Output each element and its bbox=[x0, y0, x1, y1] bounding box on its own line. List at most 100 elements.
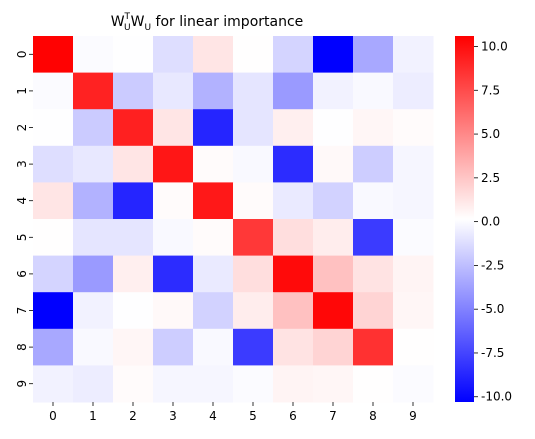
x-tick-label: 7 bbox=[329, 409, 337, 423]
heatmap-cell bbox=[273, 109, 314, 147]
heatmap-cell bbox=[33, 109, 74, 147]
heatmap-cell bbox=[273, 145, 314, 183]
heatmap-cell bbox=[233, 219, 274, 257]
heatmap-cell bbox=[33, 255, 74, 293]
colorbar-tick-label: -5.0 bbox=[481, 302, 504, 316]
heatmap-cell bbox=[113, 109, 154, 147]
heatmap-cell bbox=[273, 219, 314, 257]
x-axis: 0 1 2 3 4 5 6 7 8 9 bbox=[49, 402, 417, 423]
heatmap-cell bbox=[353, 255, 394, 293]
heatmap-cell bbox=[33, 36, 74, 74]
heatmap-cell bbox=[193, 328, 234, 366]
heatmap-cell bbox=[73, 72, 114, 110]
x-tick-label: 9 bbox=[409, 409, 417, 423]
heatmap-cell bbox=[153, 36, 194, 74]
heatmap-cell bbox=[33, 72, 74, 110]
heatmap-cell bbox=[73, 36, 114, 74]
heatmap-cell bbox=[393, 219, 434, 257]
heatmap-cell bbox=[73, 109, 114, 147]
x-tick-label: 1 bbox=[89, 409, 97, 423]
y-tick-label: 6 bbox=[15, 270, 29, 278]
heatmap-cell bbox=[313, 109, 354, 147]
heatmap-cell bbox=[273, 328, 314, 366]
heatmap-cell bbox=[153, 292, 194, 330]
heatmap-cell bbox=[193, 182, 234, 220]
heatmap-cell bbox=[313, 328, 354, 366]
y-tick-label: 8 bbox=[15, 343, 29, 351]
heatmap-cell bbox=[233, 255, 274, 293]
heatmap-cell bbox=[153, 145, 194, 183]
x-tick-label: 2 bbox=[129, 409, 137, 423]
heatmap-cell bbox=[33, 292, 74, 330]
heatmap-cell bbox=[353, 36, 394, 74]
heatmap-cell bbox=[273, 292, 314, 330]
heatmap-cell bbox=[353, 182, 394, 220]
heatmap-cell bbox=[313, 145, 354, 183]
heatmap-cell bbox=[73, 219, 114, 257]
heatmap-cell bbox=[393, 365, 434, 403]
heatmap-cell bbox=[73, 182, 114, 220]
heatmap-cell bbox=[113, 219, 154, 257]
heatmap-cell bbox=[113, 72, 154, 110]
x-tick-label: 0 bbox=[49, 409, 57, 423]
heatmap-cell bbox=[193, 36, 234, 74]
heatmap-cell bbox=[313, 182, 354, 220]
heatmap-cell bbox=[233, 292, 274, 330]
colorbar-axis: 10.0 7.5 5.0 2.5 0.0 -2.5 -5.0 -7.5 -10.0 bbox=[474, 40, 512, 404]
colorbar-tick-label: 2.5 bbox=[481, 171, 500, 185]
y-tick-label: 4 bbox=[15, 197, 29, 205]
heatmap-cell bbox=[393, 109, 434, 147]
heatmap-cell bbox=[193, 145, 234, 183]
colorbar-tick-label: 10.0 bbox=[481, 40, 508, 54]
heatmap-cell bbox=[113, 328, 154, 366]
chart-title: WT UWU for linear importance bbox=[111, 12, 304, 33]
heatmap-cell bbox=[233, 182, 274, 220]
heatmap-cell bbox=[393, 72, 434, 110]
heatmap-cell bbox=[113, 292, 154, 330]
colorbar-tick-label: 7.5 bbox=[481, 83, 500, 97]
heatmap-cell bbox=[33, 219, 74, 257]
heatmap-cell bbox=[313, 219, 354, 257]
heatmap-cell bbox=[153, 72, 194, 110]
heatmap-cell bbox=[193, 219, 234, 257]
heatmap-cell bbox=[393, 255, 434, 293]
heatmap-cell bbox=[193, 292, 234, 330]
heatmap-cell bbox=[233, 109, 274, 147]
heatmap-cell bbox=[313, 72, 354, 110]
x-tick-label: 3 bbox=[169, 409, 177, 423]
y-tick-label: 1 bbox=[15, 87, 29, 95]
heatmap-cell bbox=[233, 145, 274, 183]
heatmap-cell bbox=[313, 36, 354, 74]
x-tick-label: 8 bbox=[369, 409, 377, 423]
y-tick-label: 0 bbox=[15, 50, 29, 58]
heatmap-cell bbox=[353, 109, 394, 147]
heatmap-cell bbox=[33, 182, 74, 220]
y-tick-label: 5 bbox=[15, 233, 29, 241]
x-tick-label: 4 bbox=[209, 409, 217, 423]
heatmap-cell bbox=[313, 292, 354, 330]
heatmap-cell bbox=[393, 182, 434, 220]
heatmap-cell bbox=[153, 328, 194, 366]
heatmap-cells bbox=[33, 36, 434, 403]
heatmap-cell bbox=[73, 365, 114, 403]
heatmap-cell bbox=[33, 145, 74, 183]
heatmap-cell bbox=[73, 255, 114, 293]
colorbar bbox=[455, 36, 474, 402]
heatmap-cell bbox=[113, 145, 154, 183]
colorbar-tick-label: -2.5 bbox=[481, 258, 504, 272]
heatmap-cell bbox=[353, 292, 394, 330]
y-tick-label: 2 bbox=[15, 124, 29, 132]
heatmap-cell bbox=[153, 109, 194, 147]
heatmap-cell bbox=[33, 365, 74, 403]
heatmap-cell bbox=[233, 72, 274, 110]
heatmap-cell bbox=[233, 365, 274, 403]
heatmap-cell bbox=[313, 365, 354, 403]
heatmap-cell bbox=[393, 292, 434, 330]
colorbar-tick-label: -7.5 bbox=[481, 346, 504, 360]
heatmap-cell bbox=[193, 365, 234, 403]
y-axis: 0 1 2 3 4 5 6 7 8 9 bbox=[15, 50, 33, 388]
heatmap-cell bbox=[353, 72, 394, 110]
heatmap-cell bbox=[153, 365, 194, 403]
heatmap-cell bbox=[353, 328, 394, 366]
